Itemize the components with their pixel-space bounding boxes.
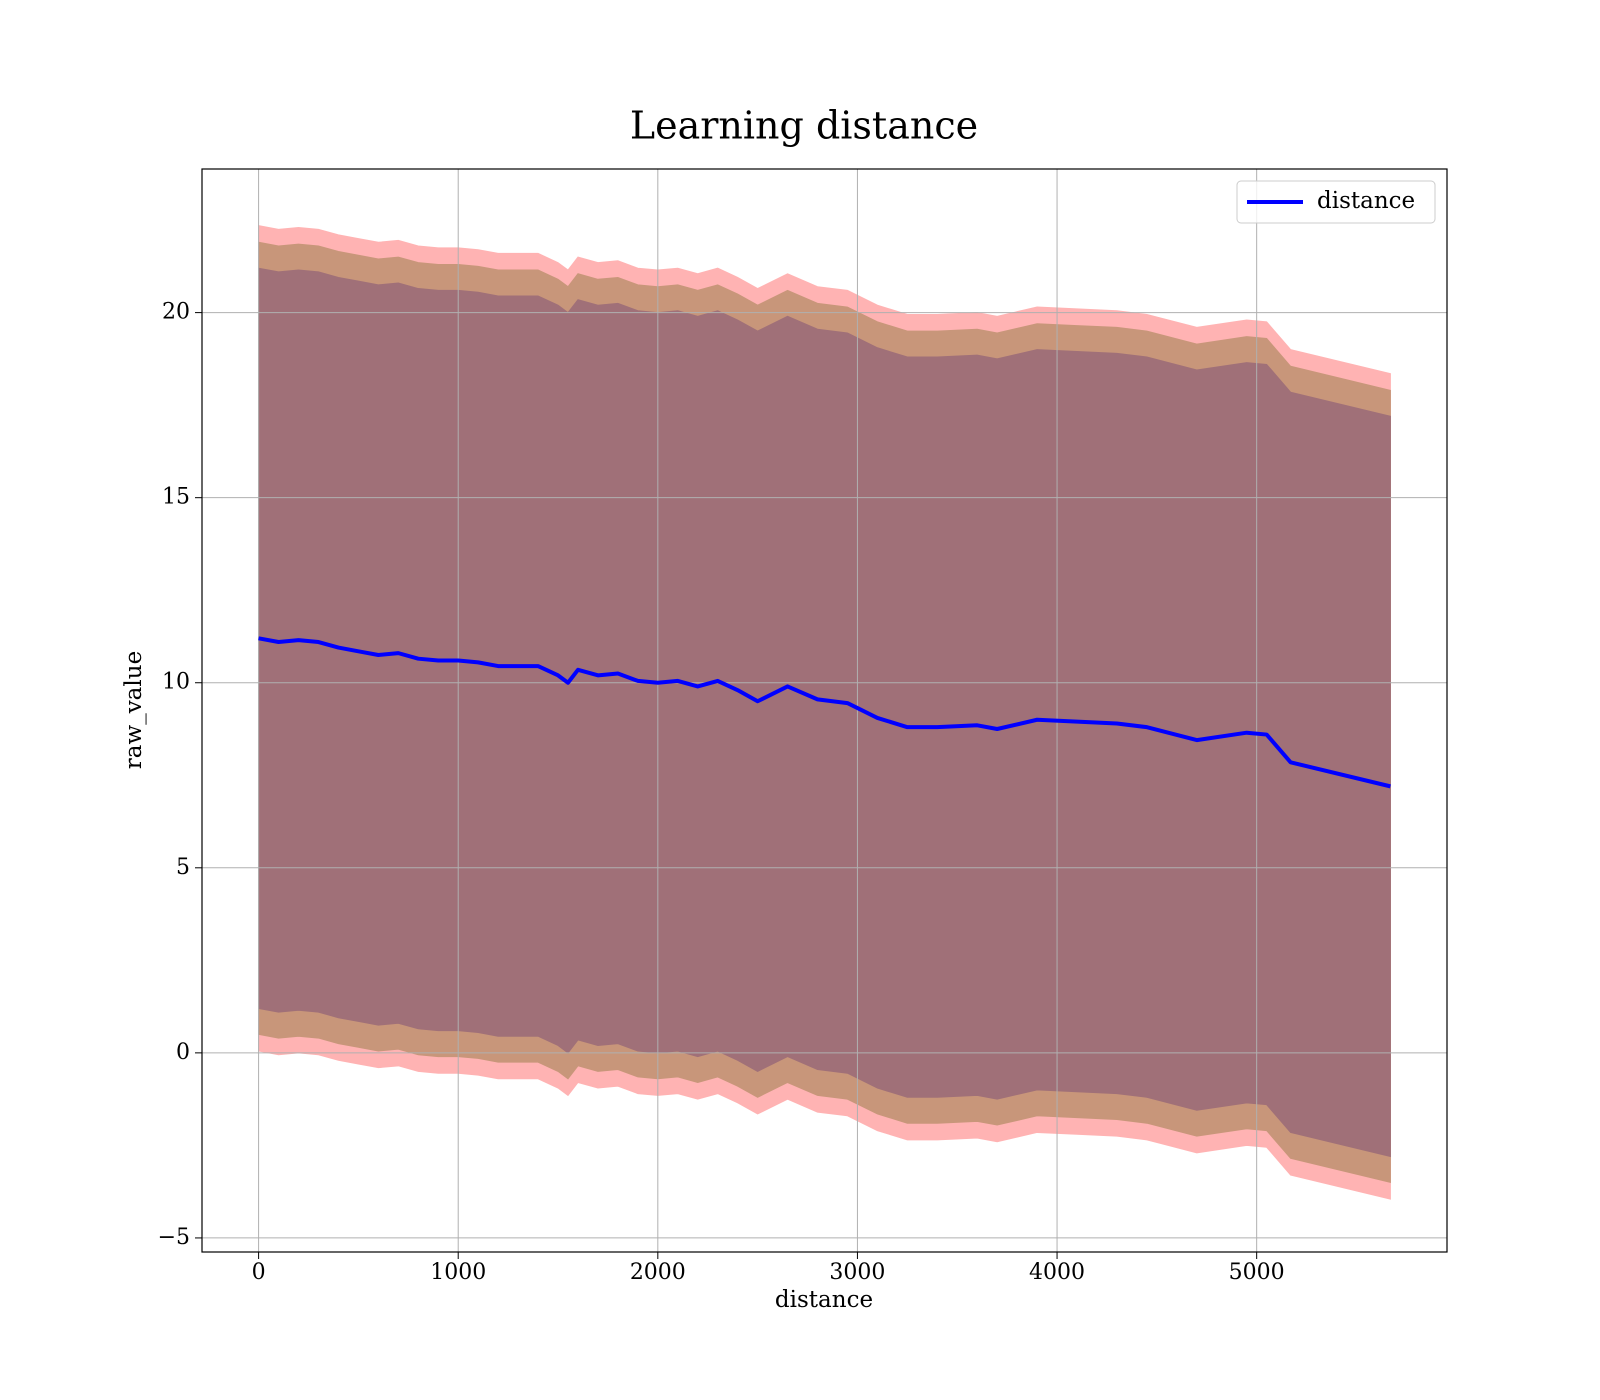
legend-box bbox=[1236, 180, 1436, 224]
band-area bbox=[258, 267, 1391, 1158]
y-tick-label: 15 bbox=[162, 485, 190, 510]
x-tick-label: 4000 bbox=[1029, 1260, 1085, 1285]
legend-label: distance bbox=[1317, 188, 1415, 214]
x-tick-label: 5000 bbox=[1229, 1260, 1285, 1285]
x-tick-label: 1000 bbox=[430, 1260, 486, 1285]
y-tick-label: 0 bbox=[176, 1040, 190, 1065]
x-tick-label: 3000 bbox=[829, 1260, 885, 1285]
y-tick-label: 10 bbox=[162, 670, 190, 695]
y-tick-label: 20 bbox=[162, 300, 190, 325]
chart-title: Learning distance bbox=[630, 104, 978, 148]
plot-frame bbox=[201, 168, 1448, 1253]
x-axis-label: distance bbox=[775, 1287, 873, 1313]
y-axis-label: raw_value bbox=[121, 651, 147, 769]
y-tick-label: −5 bbox=[158, 1225, 190, 1250]
x-tick-label: 0 bbox=[252, 1260, 266, 1285]
y-tick-label: 5 bbox=[176, 855, 190, 880]
x-tick-label: 2000 bbox=[630, 1260, 686, 1285]
data-line bbox=[258, 636, 1391, 789]
